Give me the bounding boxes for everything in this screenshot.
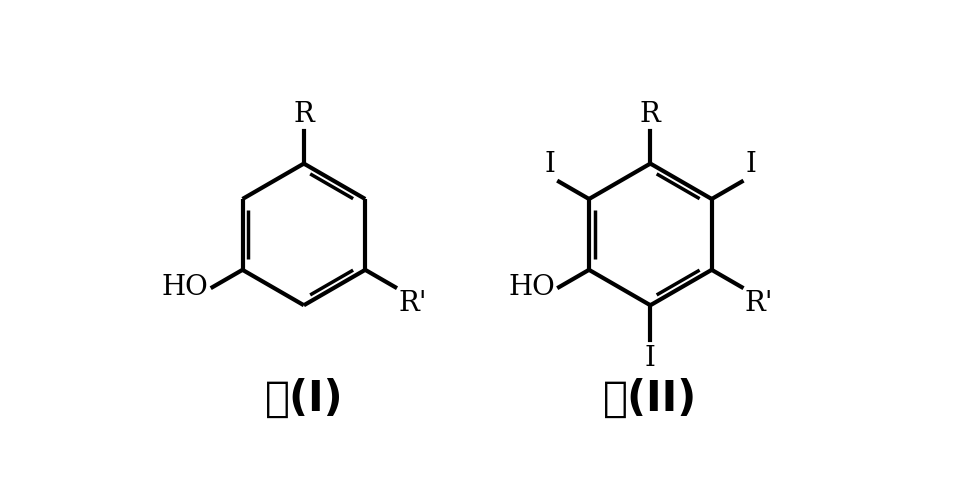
Text: I: I xyxy=(745,151,757,178)
Text: HO: HO xyxy=(162,273,208,301)
Text: I: I xyxy=(545,151,555,178)
Text: I: I xyxy=(645,345,656,372)
Text: HO: HO xyxy=(508,273,555,301)
Text: R': R' xyxy=(745,290,773,317)
Text: 式(II): 式(II) xyxy=(603,378,698,420)
Text: R: R xyxy=(640,101,660,128)
Text: R': R' xyxy=(398,290,427,317)
Text: R: R xyxy=(293,101,314,128)
Text: 式(I): 式(I) xyxy=(264,378,343,420)
